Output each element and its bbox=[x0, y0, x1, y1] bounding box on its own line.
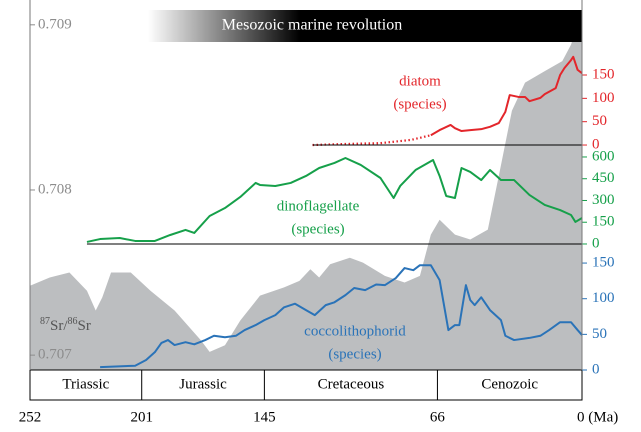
y-tick-label: 0.709 bbox=[38, 16, 72, 32]
series-line bbox=[86, 156, 583, 243]
y-tick-label: 100 bbox=[592, 290, 615, 306]
y-axis-label-part: Sr/ bbox=[50, 318, 68, 334]
series-line bbox=[100, 264, 583, 369]
y-axis-label: 87Sr/86Sr bbox=[40, 316, 91, 334]
y-tick-label: 600 bbox=[592, 148, 615, 164]
period-label: Cretaceous bbox=[318, 376, 385, 392]
y-tick-label: 150 bbox=[592, 255, 615, 271]
y-tick-label: 300 bbox=[592, 192, 615, 208]
y-tick-label: 150 bbox=[592, 66, 615, 82]
y-tick-label: 450 bbox=[592, 170, 615, 186]
y-tick-label: 0 bbox=[592, 235, 600, 251]
y-tick-label: 150 bbox=[592, 214, 615, 230]
y-tick-label: 100 bbox=[592, 90, 615, 106]
y-tick-label: 0.708 bbox=[38, 181, 72, 197]
period-label: Jurassic bbox=[179, 376, 227, 392]
line-layer bbox=[86, 55, 583, 369]
series-label: dinoflagellate bbox=[277, 198, 360, 214]
x-tick-label: 0 (Ma) bbox=[577, 409, 618, 425]
series-label: diatom bbox=[399, 73, 441, 89]
area-layer bbox=[30, 9, 582, 371]
period-band bbox=[29, 369, 583, 401]
banner bbox=[148, 10, 582, 42]
period-label: Triassic bbox=[62, 376, 109, 392]
y-tick-label: 0 bbox=[592, 136, 600, 152]
series-label: (species) bbox=[328, 346, 381, 362]
y-tick-label: 50 bbox=[592, 113, 607, 129]
x-tick-label: 66 bbox=[430, 409, 446, 425]
x-tick-label: 252 bbox=[19, 409, 42, 425]
series-label: coccolithophorid bbox=[304, 323, 406, 339]
y-tick-label: 0 bbox=[592, 361, 600, 377]
banner-text: Mesozoic marine revolution bbox=[222, 17, 402, 34]
y-axis-label-part: Sr bbox=[78, 318, 91, 334]
period-label: Cenozoic bbox=[481, 376, 538, 392]
series-label: (species) bbox=[291, 221, 344, 237]
y-axis-label-part: 87 bbox=[40, 316, 50, 327]
sr-area bbox=[30, 9, 582, 371]
y-tick-label: 50 bbox=[592, 326, 607, 342]
y-tick-label: 0.707 bbox=[38, 347, 72, 363]
y-axis-label-part: 86 bbox=[68, 316, 78, 327]
series-label: (species) bbox=[393, 96, 446, 112]
series-line bbox=[430, 55, 583, 137]
series-line bbox=[312, 134, 432, 147]
x-tick-label: 201 bbox=[130, 409, 153, 425]
x-tick-label: 145 bbox=[253, 409, 276, 425]
